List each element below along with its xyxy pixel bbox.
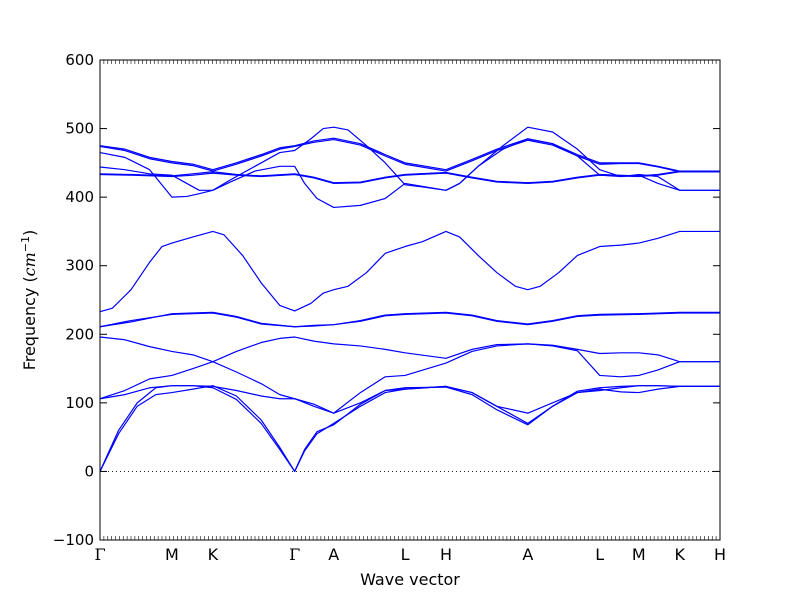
kpoint-label: Γ [94,545,105,564]
kpoint-label: M [632,545,646,564]
y-tick-label: 200 [65,325,94,343]
y-axis-label-unit: cm [20,252,39,276]
band-series [99,126,720,473]
plot-frame [99,59,721,541]
band-line-10 [99,170,720,184]
band-line-6 [99,312,720,328]
y-axis-label-exponent: −1 [19,236,32,252]
band-line-13 [99,137,720,172]
y-tick-label: 500 [65,120,94,138]
kpoint-ticks [99,60,721,540]
kpoint-label: H [714,545,726,564]
band-line-0 [99,385,720,473]
band-line-2 [99,385,720,414]
y-axis-label: Frequency (cm−1) [19,230,39,371]
kpoint-label: H [440,545,452,564]
band-line-3 [99,336,720,400]
band-line-5 [99,311,720,328]
kpoint-label: L [401,545,410,564]
y-tick-label: 400 [65,188,94,206]
band-line-12 [99,126,720,198]
kpoint-label: Γ [289,545,300,564]
y-tick-label: −100 [53,531,94,549]
y-axis-label-close: ) [20,230,39,236]
y-ticks: −100 0 100 200 300 400 500 600 [53,51,720,549]
kpoint-label: L [595,545,604,564]
kpoint-label: K [674,545,685,564]
y-tick-label: 0 [84,462,94,480]
band-line-1 [99,385,720,473]
y-axis-label-text: Frequency ( [20,276,39,370]
kpoint-label: A [522,545,533,564]
band-line-11 [99,138,720,209]
y-tick-label: 300 [65,257,94,275]
band-line-4 [99,336,720,414]
y-tick-label: 600 [65,51,94,69]
band-line-14 [99,138,720,173]
band-line-7 [99,230,720,313]
kpoint-label: K [208,545,219,564]
kpoint-label: A [328,545,339,564]
kpoint-label: M [165,545,179,564]
x-axis-label: Wave vector [360,570,460,589]
y-tick-label: 100 [65,394,94,412]
